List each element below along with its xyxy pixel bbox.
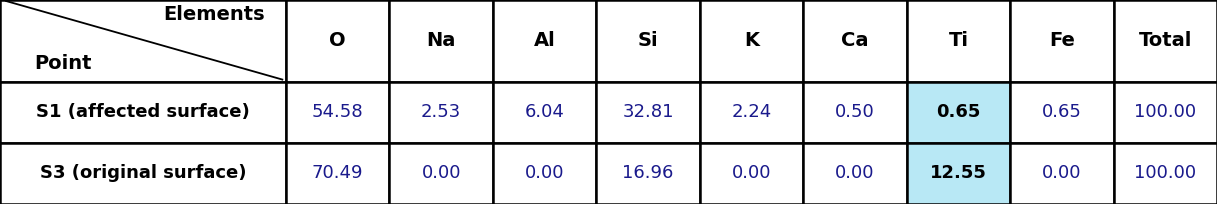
Text: 0.65: 0.65 <box>936 103 981 121</box>
Text: 0.00: 0.00 <box>731 164 772 182</box>
Bar <box>286 143 389 204</box>
Text: O: O <box>330 31 346 50</box>
Bar <box>700 82 803 143</box>
Text: 32.81: 32.81 <box>622 103 674 121</box>
Text: 0.00: 0.00 <box>421 164 461 182</box>
Bar <box>1010 143 1114 204</box>
Text: Point: Point <box>34 54 91 73</box>
Bar <box>803 82 907 143</box>
Text: Al: Al <box>534 31 555 50</box>
Bar <box>0 0 286 82</box>
Bar <box>0 143 286 204</box>
Text: 0.50: 0.50 <box>835 103 875 121</box>
Bar <box>493 0 596 82</box>
Text: 54.58: 54.58 <box>312 103 364 121</box>
Text: Ca: Ca <box>841 31 869 50</box>
Text: 100.00: 100.00 <box>1134 103 1196 121</box>
Text: S3 (original surface): S3 (original surface) <box>40 164 246 182</box>
Bar <box>700 143 803 204</box>
Bar <box>0 82 286 143</box>
Bar <box>907 0 1010 82</box>
Text: Ti: Ti <box>948 31 969 50</box>
Text: 70.49: 70.49 <box>312 164 364 182</box>
Bar <box>493 143 596 204</box>
Text: 6.04: 6.04 <box>525 103 565 121</box>
Bar <box>907 143 1010 204</box>
Text: Total: Total <box>1139 31 1191 50</box>
Bar <box>907 82 1010 143</box>
Text: 16.96: 16.96 <box>622 164 674 182</box>
Text: Si: Si <box>638 31 658 50</box>
Text: 0.65: 0.65 <box>1042 103 1082 121</box>
Bar <box>1114 82 1217 143</box>
Bar <box>596 143 700 204</box>
Bar <box>389 82 493 143</box>
Bar <box>1010 82 1114 143</box>
Bar <box>1114 0 1217 82</box>
Bar <box>389 143 493 204</box>
Bar <box>803 0 907 82</box>
Bar <box>1010 0 1114 82</box>
Text: Elements: Elements <box>163 5 265 24</box>
Text: 100.00: 100.00 <box>1134 164 1196 182</box>
Bar <box>1114 143 1217 204</box>
Bar <box>700 0 803 82</box>
Text: Fe: Fe <box>1049 31 1075 50</box>
Bar <box>493 82 596 143</box>
Text: 0.00: 0.00 <box>835 164 875 182</box>
Bar <box>803 143 907 204</box>
Text: 0.00: 0.00 <box>1042 164 1082 182</box>
Bar <box>596 0 700 82</box>
Text: 2.24: 2.24 <box>731 103 772 121</box>
Bar <box>286 0 389 82</box>
Text: 2.53: 2.53 <box>421 103 461 121</box>
Bar <box>286 82 389 143</box>
Text: K: K <box>744 31 759 50</box>
Text: 12.55: 12.55 <box>930 164 987 182</box>
Text: Na: Na <box>426 31 456 50</box>
Text: S1 (affected surface): S1 (affected surface) <box>37 103 249 121</box>
Bar <box>389 0 493 82</box>
Text: 0.00: 0.00 <box>525 164 565 182</box>
Bar <box>596 82 700 143</box>
